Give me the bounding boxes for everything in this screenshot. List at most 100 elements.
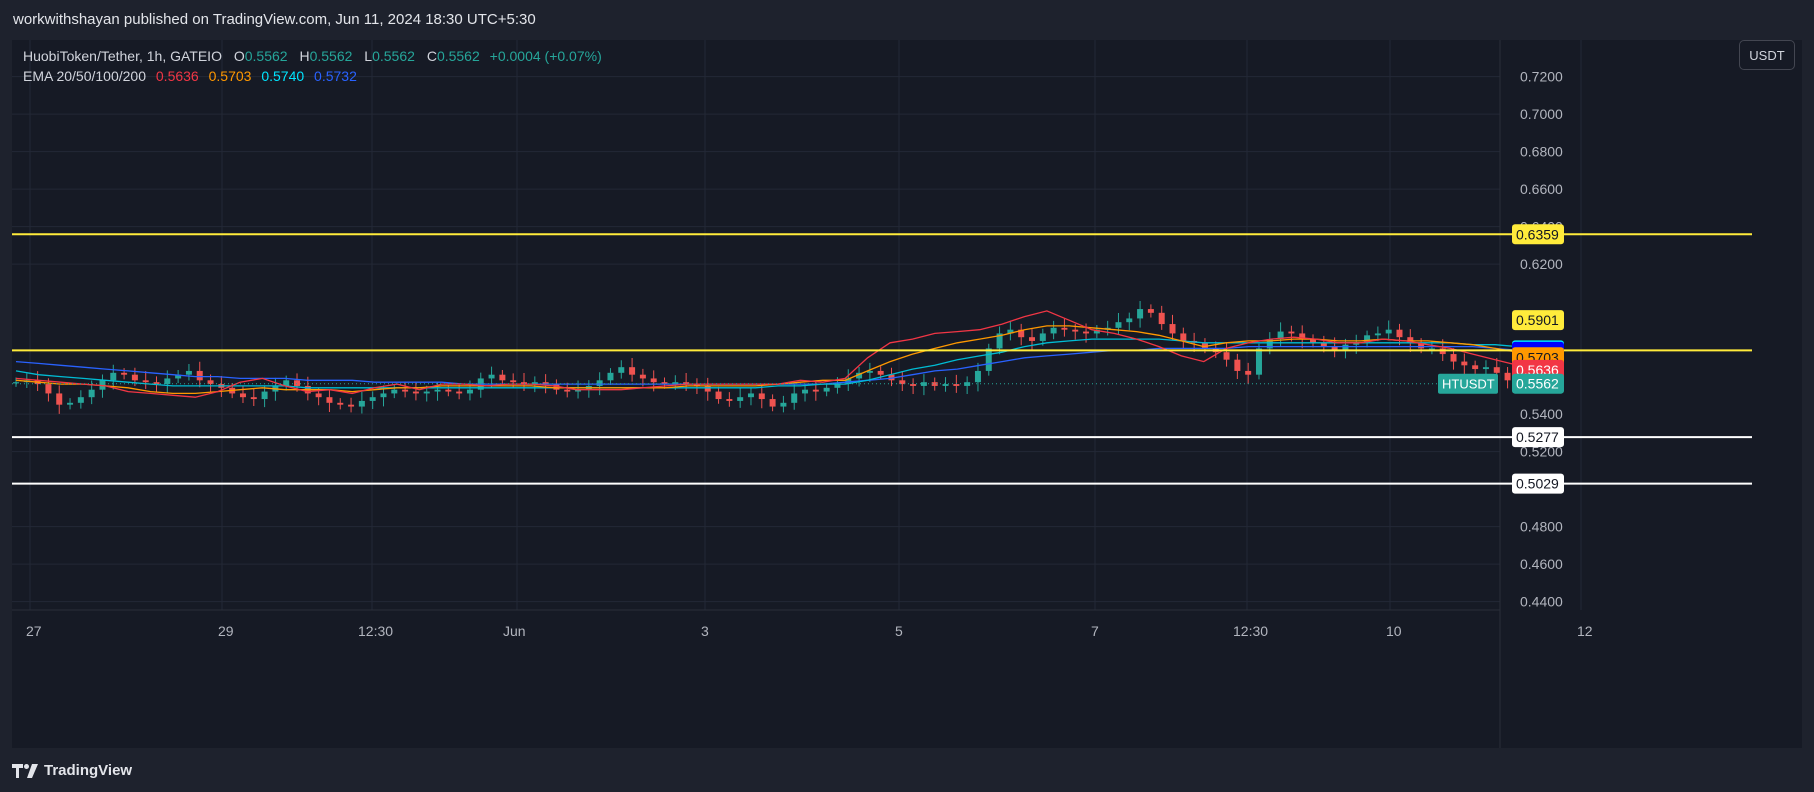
candle-body: [1115, 322, 1122, 328]
candle-body: [153, 382, 160, 385]
candle-body: [672, 382, 679, 385]
candle-body: [683, 382, 690, 385]
candle-body: [1504, 372, 1511, 381]
price-tick-label: 0.6600: [1520, 181, 1563, 197]
candle-body: [1018, 329, 1025, 338]
candle-body: [1428, 348, 1435, 350]
candle-body: [250, 397, 257, 400]
symbol-tag-box: [1438, 373, 1498, 394]
candle-body: [88, 389, 95, 398]
open-value: 0.5562: [244, 48, 288, 64]
candle-body: [1039, 333, 1046, 341]
candle-body: [1299, 333, 1306, 340]
candle-body: [953, 384, 960, 386]
close-label: C: [426, 48, 437, 64]
candle-body: [110, 372, 117, 381]
price-tick-label: 0.6200: [1520, 256, 1563, 272]
ema200-line: [15, 345, 1541, 385]
low-label: L: [364, 48, 373, 64]
price-tag: 0.5029: [1512, 473, 1564, 494]
candle-body: [1029, 337, 1035, 341]
price-chart[interactable]: 0.72000.70000.68000.66000.64000.62000.54…: [12, 40, 1802, 748]
open-label: O: [233, 48, 245, 64]
candle-body: [445, 389, 452, 392]
candle-body: [1007, 329, 1014, 334]
candle-body: [1288, 331, 1295, 334]
symbol-label[interactable]: HuobiToken/Tether, 1h, GATEIO: [23, 48, 222, 64]
candle-body: [1461, 361, 1468, 366]
candle-body: [899, 380, 906, 385]
price-tag-text: 0.5901: [1516, 312, 1559, 328]
candle-body: [1201, 342, 1208, 349]
candle-body: [1472, 365, 1479, 370]
price-tag-text: 0.6359: [1516, 226, 1559, 242]
candle-body: [834, 384, 841, 388]
candle-body: [56, 393, 63, 405]
price-tick-label: 0.4600: [1520, 556, 1563, 572]
candle-body: [877, 370, 884, 375]
low-value: 0.5562: [372, 48, 415, 64]
candle-body: [337, 402, 344, 405]
candle-body: [942, 384, 949, 386]
change-value: +0.0004 (+0.07%): [489, 48, 602, 64]
price-tick-label: 0.7000: [1520, 106, 1563, 122]
chart-panel[interactable]: [12, 40, 1802, 748]
candle-body: [1493, 367, 1500, 373]
candle-body: [1396, 329, 1403, 338]
ema100-value: 0.5740: [261, 68, 305, 84]
candle-body: [791, 393, 798, 403]
price-tick-label: 0.6800: [1520, 144, 1563, 160]
candle-body: [812, 389, 819, 392]
candle-body: [1277, 331, 1284, 340]
chart-legend: HuobiToken/Tether, 1h, GATEIO O0.5562 H0…: [23, 46, 602, 86]
candle-body: [531, 382, 538, 385]
candle-body: [67, 402, 74, 405]
ema20-line: [15, 310, 1541, 398]
footer-bar: [0, 748, 1814, 792]
candle-body: [121, 372, 128, 375]
candle-body: [1093, 329, 1100, 334]
candle-body: [77, 397, 84, 403]
candle-body: [726, 399, 733, 401]
candle-body: [661, 382, 668, 385]
candle-body: [196, 370, 203, 381]
tradingview-logo[interactable]: TradingView: [12, 762, 132, 779]
ema-row[interactable]: EMA 20/50/100/200 0.5636 0.5703 0.5740 0…: [23, 66, 602, 86]
candle-body: [974, 370, 981, 383]
candle-body: [1255, 348, 1262, 375]
candle-body: [1364, 335, 1371, 343]
candle-body: [1050, 327, 1057, 334]
candle-body: [1061, 327, 1068, 330]
price-tick-label: 0.7200: [1520, 69, 1563, 85]
candle-body: [618, 367, 625, 373]
ema200-value: 0.5732: [314, 68, 357, 84]
candle-body: [1407, 337, 1414, 343]
time-tick-label: 3: [701, 623, 709, 639]
currency-unit-button[interactable]: USDT: [1739, 40, 1795, 70]
candle-body: [423, 391, 430, 394]
candle-body: [1223, 352, 1230, 360]
grid: [12, 40, 1582, 610]
price-tag: 0.5901: [1512, 310, 1564, 331]
candle-body: [466, 389, 473, 394]
candle-body: [607, 372, 614, 381]
candle-body: [283, 380, 290, 386]
candle-body: [391, 389, 398, 394]
candle-body: [1158, 312, 1165, 325]
candle-body: [780, 402, 787, 407]
price-tick-label: 0.4400: [1520, 594, 1563, 610]
candle-body: [358, 400, 365, 407]
time-tick-label: Jun: [503, 623, 526, 639]
candle-body: [1137, 309, 1144, 319]
candle-body: [175, 374, 182, 379]
time-tick-label: 5: [895, 623, 903, 639]
candle-body: [1245, 370, 1252, 375]
time-tick-label: 10: [1386, 623, 1402, 639]
candle-body: [131, 374, 138, 381]
candle-body: [326, 397, 333, 403]
candle-body: [1353, 342, 1360, 345]
candle-body: [239, 393, 246, 398]
price-tag: 0.5277: [1512, 427, 1564, 448]
candle-body: [1482, 367, 1489, 370]
candle-body: [369, 397, 376, 401]
